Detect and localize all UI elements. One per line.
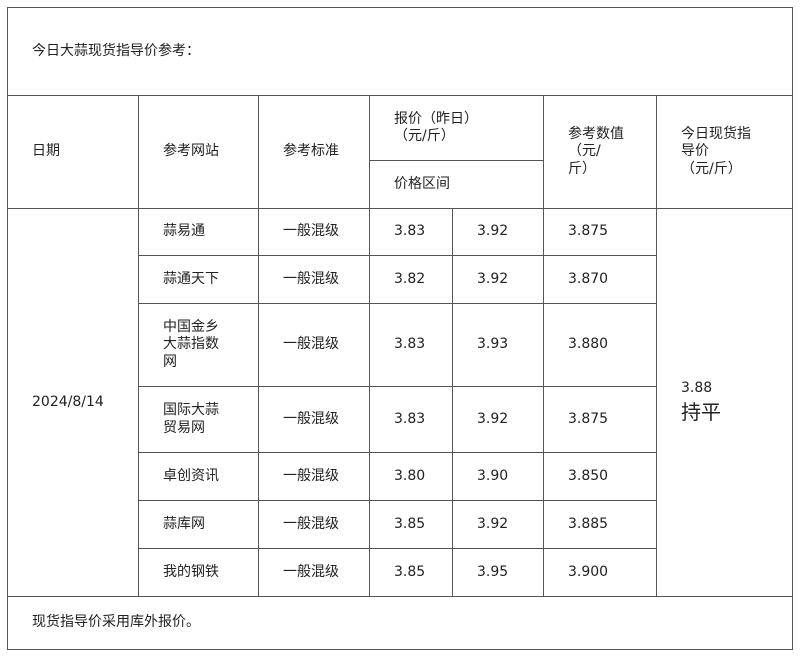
- ref-value-cell: 3.875: [543, 386, 657, 453]
- header-today-guide: 今日现货指 导价 （元/斤）: [655, 95, 794, 209]
- high-price-cell: 3.90: [452, 452, 544, 501]
- high-price-cell: 3.93: [452, 303, 544, 387]
- site-cell: 蒜通天下: [138, 255, 259, 304]
- table-row: 国际大蒜 贸易网 一般混级 3.83 3.92 3.875: [8, 386, 793, 453]
- low-price-cell: 3.82: [369, 255, 453, 304]
- ref-value-cell: 3.900: [543, 548, 657, 597]
- site-cell: 蒜库网: [138, 500, 259, 549]
- high-price-cell: 3.95: [452, 548, 544, 597]
- header-price-yesterday: 报价（昨日） （元/斤）: [369, 95, 544, 161]
- table-row: 卓创资讯 一般混级 3.80 3.90 3.850: [8, 452, 793, 501]
- high-price-cell: 3.92: [452, 386, 544, 453]
- low-price-cell: 3.83: [369, 386, 453, 453]
- low-price-cell: 3.83: [369, 303, 453, 387]
- table-row: 2024/8/14 蒜易通 一般混级 3.83 3.92 3.875 3.88 …: [7, 208, 794, 597]
- high-price-cell: 3.92: [452, 255, 544, 304]
- today-trend: 持平: [681, 399, 721, 424]
- today-guide-cell: 3.88 持平: [655, 208, 794, 597]
- site-cell: 我的钢铁: [138, 548, 259, 597]
- table-row: 我的钢铁 一般混级 3.85 3.95 3.900: [8, 548, 793, 597]
- footer-note: 现货指导价采用库外报价。: [6, 596, 794, 650]
- high-price-cell: 3.92: [452, 208, 544, 256]
- header-standard: 参考标准: [258, 95, 370, 209]
- ref-value-cell: 3.850: [543, 452, 657, 501]
- low-price-cell: 3.85: [369, 548, 453, 597]
- header-date: 日期: [7, 95, 139, 209]
- table-title: 今日大蒜现货指导价参考：: [6, 7, 794, 96]
- standard-cell: 一般混级: [258, 452, 370, 501]
- garlic-price-table: 今日大蒜现货指导价参考： 日期 参考网站 参考标准 报价（昨日） （元/斤） 参…: [6, 7, 794, 650]
- standard-cell: 一般混级: [258, 255, 370, 304]
- standard-cell: 一般混级: [258, 208, 370, 256]
- table-row: 蒜通天下 一般混级 3.82 3.92 3.870: [8, 255, 793, 304]
- low-price-cell: 3.83: [369, 208, 453, 256]
- header-site: 参考网站: [138, 95, 259, 209]
- low-price-cell: 3.85: [369, 500, 453, 549]
- standard-cell: 一般混级: [258, 303, 370, 387]
- price-table-container: 今日大蒜现货指导价参考： 日期 参考网站 参考标准 报价（昨日） （元/斤） 参…: [6, 7, 794, 658]
- date-cell: 2024/8/14: [7, 208, 139, 597]
- ref-value-cell: 3.885: [543, 500, 657, 549]
- site-cell: 蒜易通: [138, 208, 259, 256]
- site-cell: 卓创资讯: [138, 452, 259, 501]
- header-ref-value: 参考数值 （元/ 斤）: [543, 95, 657, 209]
- header-price-range: 价格区间: [369, 160, 544, 209]
- table-row: 中国金乡 大蒜指数 网 一般混级 3.83 3.93 3.880: [8, 303, 793, 387]
- high-price-cell: 3.92: [452, 500, 544, 549]
- site-cell: 国际大蒜 贸易网: [138, 386, 259, 453]
- ref-value-cell: 3.880: [543, 303, 657, 387]
- standard-cell: 一般混级: [258, 500, 370, 549]
- standard-cell: 一般混级: [258, 548, 370, 597]
- ref-value-cell: 3.875: [543, 208, 657, 256]
- low-price-cell: 3.80: [369, 452, 453, 501]
- site-cell: 中国金乡 大蒜指数 网: [138, 303, 259, 387]
- standard-cell: 一般混级: [258, 386, 370, 453]
- ref-value-cell: 3.870: [543, 255, 657, 304]
- today-price: 3.88: [681, 380, 713, 397]
